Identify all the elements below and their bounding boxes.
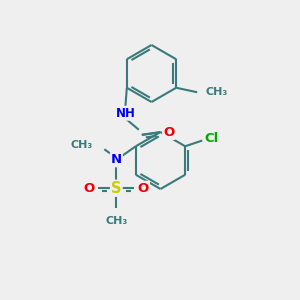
- Text: O: O: [84, 182, 95, 195]
- Text: CH₃: CH₃: [206, 87, 228, 97]
- Text: O: O: [138, 182, 149, 195]
- Text: N: N: [111, 153, 122, 166]
- Text: O: O: [163, 126, 174, 139]
- Text: CH₃: CH₃: [70, 140, 92, 150]
- Text: CH₃: CH₃: [105, 216, 128, 226]
- Text: S: S: [111, 181, 122, 196]
- Text: Cl: Cl: [204, 132, 218, 145]
- Text: NH: NH: [116, 107, 135, 120]
